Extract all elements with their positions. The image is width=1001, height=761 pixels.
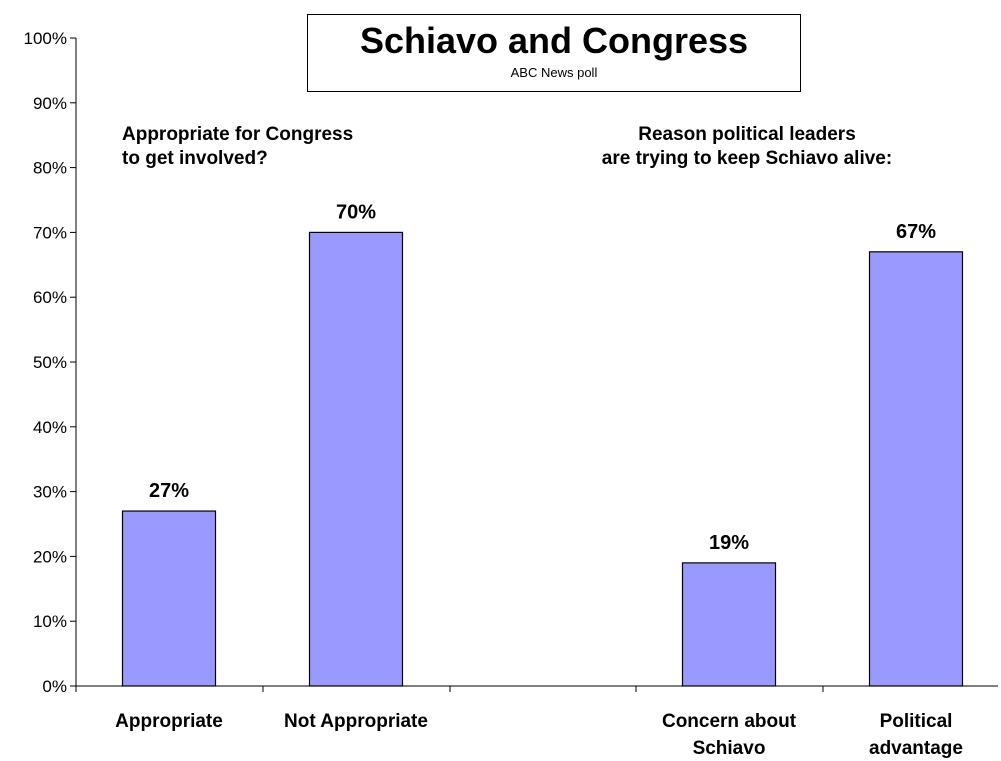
y-tick-label: 0% bbox=[42, 677, 67, 696]
data-label: 27% bbox=[149, 480, 189, 502]
y-tick-label: 40% bbox=[33, 418, 67, 437]
y-tick-label: 100% bbox=[24, 29, 67, 48]
data-labels-group: 27% 70% 19% 67% bbox=[149, 201, 936, 553]
chart-title-box: Schiavo and Congress ABC News poll bbox=[307, 14, 801, 92]
x-category-label: Concern about Schiavo bbox=[662, 711, 797, 759]
data-label: 70% bbox=[336, 201, 376, 223]
y-tick-label: 30% bbox=[33, 483, 67, 502]
data-label: 19% bbox=[709, 532, 749, 554]
annotation-left: Appropriate for Congress to get involved… bbox=[122, 124, 354, 169]
x-category-label-line: Concern about bbox=[662, 711, 797, 732]
y-tick-label: 50% bbox=[33, 353, 67, 372]
y-tick-label: 20% bbox=[33, 547, 67, 566]
bar bbox=[868, 251, 964, 687]
x-category-label-line: Schiavo bbox=[693, 738, 766, 759]
y-tick-label: 80% bbox=[33, 159, 67, 178]
y-tick-label: 10% bbox=[33, 612, 67, 631]
bars-group bbox=[121, 231, 964, 687]
bar bbox=[681, 562, 777, 687]
x-category-label: Appropriate bbox=[115, 711, 223, 732]
y-axis: 0% 10% 20% 30% 40% 50% 60% 70% 80% 90% 100% bbox=[24, 29, 77, 696]
category-labels-group: Appropriate Not Appropriate Concern about S… bbox=[115, 711, 963, 759]
x-axis bbox=[75, 685, 998, 692]
chart-subtitle: ABC News poll bbox=[510, 65, 598, 80]
chart-title: Schiavo and Congress bbox=[359, 20, 749, 61]
bar bbox=[121, 510, 217, 687]
y-tick-label: 70% bbox=[33, 223, 67, 242]
x-category-label-line: Appropriate bbox=[115, 711, 223, 732]
data-label: 67% bbox=[896, 221, 936, 243]
y-tick-label: 90% bbox=[33, 94, 67, 113]
y-tick-label: 60% bbox=[33, 288, 67, 307]
x-category-label-line: Not Appropriate bbox=[284, 711, 428, 732]
annotation-right: Reason political leaders are trying to k… bbox=[601, 124, 893, 169]
x-category-label-line: advantage bbox=[869, 738, 963, 759]
bar bbox=[308, 231, 404, 687]
x-category-label: Political advantage bbox=[869, 711, 963, 759]
x-category-label: Not Appropriate bbox=[284, 711, 428, 732]
x-category-label-line: Political bbox=[880, 711, 953, 732]
